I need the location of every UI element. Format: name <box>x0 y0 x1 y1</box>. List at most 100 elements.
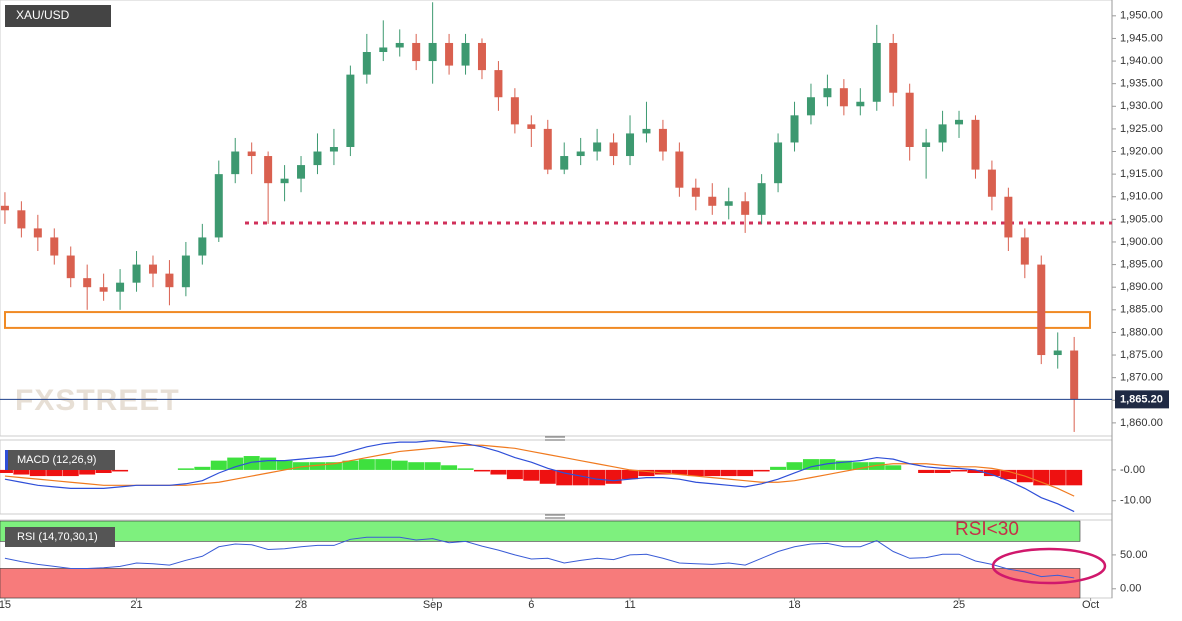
x-tick-label: Sep <box>423 599 443 611</box>
histogram-bar <box>309 462 326 470</box>
y-tick-label: 0.00 <box>1120 583 1141 595</box>
histogram-bar <box>687 469 704 477</box>
candle-body <box>757 183 766 215</box>
histogram-bar <box>325 462 342 470</box>
candle-body <box>724 201 733 206</box>
y-tick-label: 1,895.00 <box>1120 258 1163 270</box>
watermark: FXSTREET <box>15 384 180 417</box>
candle-body <box>938 124 947 143</box>
histogram-bar <box>951 469 968 472</box>
y-tick-label: 1,885.00 <box>1120 304 1163 316</box>
y-tick-label: 1,875.00 <box>1120 349 1163 361</box>
y-tick-label: 1,945.00 <box>1120 32 1163 44</box>
histogram-bar <box>408 462 425 470</box>
candle-body <box>329 146 338 152</box>
histogram-bar <box>13 469 30 475</box>
candle-body <box>165 273 174 288</box>
x-tick-label: 11 <box>624 599 635 611</box>
x-tick-label: 18 <box>788 599 800 611</box>
histogram-bar <box>1066 469 1083 486</box>
histogram-bar <box>243 456 260 470</box>
candle-body <box>83 278 92 288</box>
candle-body <box>609 142 618 157</box>
histogram-bar <box>770 466 787 470</box>
y-tick-label: 50.00 <box>1120 549 1148 561</box>
histogram-bar <box>424 462 441 470</box>
candle-body <box>181 255 190 288</box>
y-tick-label: 1,890.00 <box>1120 281 1163 293</box>
histogram-bar <box>786 462 803 470</box>
histogram-bar <box>177 468 194 470</box>
candle-body <box>658 128 667 152</box>
candle-body <box>708 196 717 206</box>
macd-title: MACD (12,26,9) <box>17 454 96 466</box>
histogram-bar <box>720 469 737 477</box>
candle-body <box>922 142 931 147</box>
histogram-bar <box>62 469 79 477</box>
candle-body <box>905 92 914 147</box>
candle-body <box>148 264 157 274</box>
candle-body <box>691 187 700 197</box>
candle-body <box>806 97 815 116</box>
overbought-zone <box>0 520 1081 542</box>
histogram-bar <box>934 469 951 473</box>
y-tick-label: 1,935.00 <box>1120 78 1163 90</box>
histogram-bar <box>490 469 507 475</box>
candle-body <box>675 151 684 188</box>
y-tick-label: 1,950.00 <box>1120 10 1163 22</box>
last-price-badge <box>1115 390 1169 409</box>
candle-body <box>50 237 59 256</box>
macd-badge <box>5 450 115 470</box>
candle-body <box>1053 350 1062 356</box>
histogram-bar <box>983 469 1000 477</box>
histogram-bar <box>967 469 984 473</box>
histogram-bar <box>79 469 96 475</box>
histogram-bar <box>457 468 474 470</box>
candle-body <box>1020 237 1029 265</box>
macd-line <box>4 440 1075 513</box>
candle-body <box>642 128 651 134</box>
y-tick-label: 1,940.00 <box>1120 55 1163 67</box>
candle-body <box>839 88 848 107</box>
x-tick-label: 21 <box>130 599 142 611</box>
candle-body <box>955 119 964 125</box>
y-tick-label: 1,870.00 <box>1120 372 1163 384</box>
rsi-badge <box>5 527 115 547</box>
y-tick-label: -0.00 <box>1120 464 1145 476</box>
candle-body <box>593 142 602 152</box>
histogram-bar <box>753 469 770 472</box>
candle-body <box>560 156 569 170</box>
histogram-bar <box>375 459 392 470</box>
histogram-bar <box>737 469 754 477</box>
candle-body <box>346 74 355 147</box>
candle-body <box>626 133 635 157</box>
histogram-bar <box>112 469 129 472</box>
histogram-bar <box>210 460 227 470</box>
candle-body <box>741 201 750 215</box>
histogram-bar <box>260 457 277 470</box>
histogram-bar <box>589 469 606 486</box>
y-tick-label: 1,910.00 <box>1120 191 1163 203</box>
x-tick-label: Oct <box>1082 599 1099 611</box>
candle-body <box>99 287 108 292</box>
oversold-zone <box>0 568 1081 599</box>
candle-body <box>889 42 898 93</box>
histogram-bar <box>704 469 721 477</box>
panel-handle <box>545 436 565 519</box>
candle-body <box>412 42 421 62</box>
histogram-bar <box>0 469 13 473</box>
candle-body <box>214 174 223 238</box>
candle-body <box>790 115 799 143</box>
candle-body <box>0 205 9 211</box>
candle-body <box>543 128 552 170</box>
x-tick-label: 15 <box>0 599 11 611</box>
rsi-annotation: RSI<30 <box>955 519 1019 540</box>
candle-body <box>1070 350 1079 400</box>
y-tick-label: 1,905.00 <box>1120 213 1163 225</box>
price-zone <box>4 311 1091 329</box>
histogram-bar <box>885 465 902 470</box>
histogram-bar <box>29 469 46 477</box>
candle-body <box>116 282 125 292</box>
candle-body <box>1037 264 1046 356</box>
